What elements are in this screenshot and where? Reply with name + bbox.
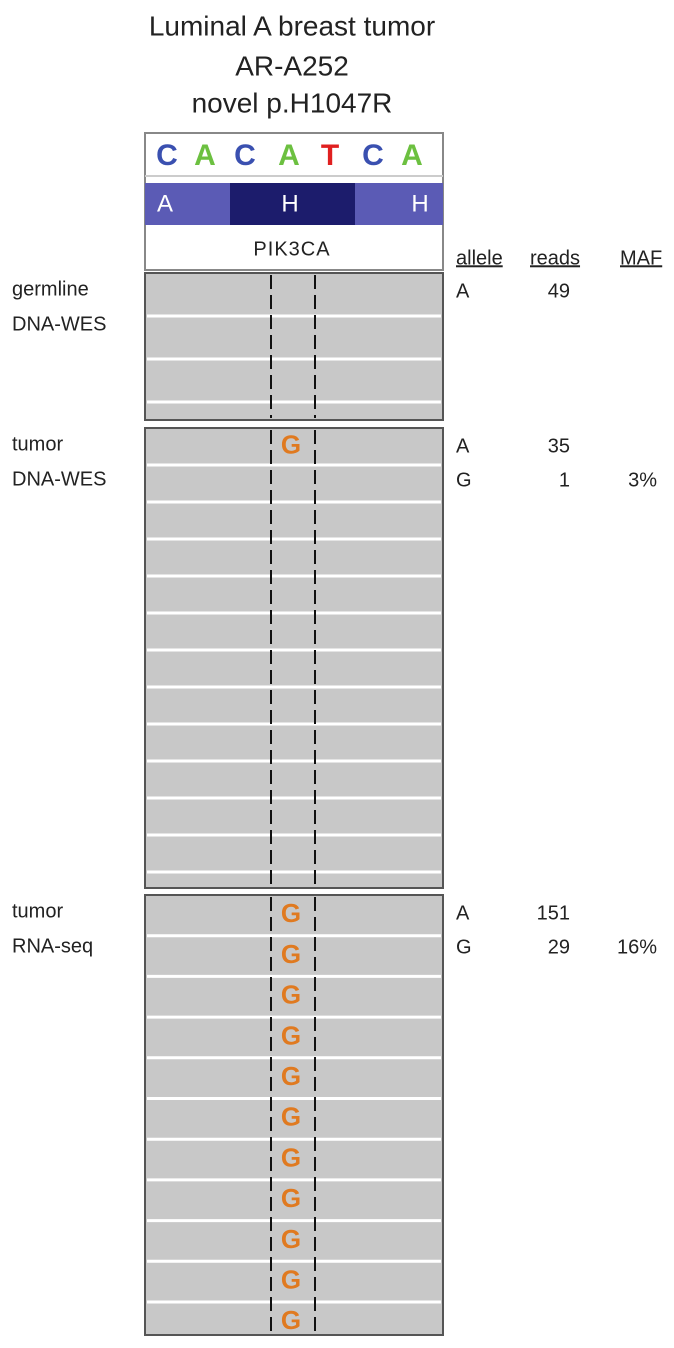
- title-line: novel p.H1047R: [192, 87, 393, 118]
- mismatch-base: G: [281, 429, 301, 459]
- base: C: [156, 139, 178, 172]
- allele: A: [456, 280, 470, 302]
- reads: 151: [537, 902, 570, 924]
- aa-block: [230, 183, 355, 225]
- mismatch-base: G: [281, 1142, 301, 1172]
- mismatch-base: G: [281, 939, 301, 969]
- base: T: [321, 139, 339, 172]
- base: A: [401, 139, 423, 172]
- mismatch-base: G: [281, 898, 301, 928]
- table-header: MAF: [620, 247, 662, 269]
- base: C: [362, 139, 384, 172]
- reads: 29: [548, 936, 570, 958]
- panel-label: tumor: [12, 433, 63, 455]
- base: C: [234, 139, 256, 172]
- mismatch-base: G: [281, 1061, 301, 1091]
- mismatch-base: G: [281, 1305, 301, 1335]
- mismatch-base: G: [281, 1102, 301, 1132]
- allele: A: [456, 902, 470, 924]
- read-panel: [144, 427, 444, 889]
- maf: 3%: [628, 469, 657, 491]
- gene-label: PIK3CA: [253, 238, 330, 260]
- reads: 49: [548, 280, 570, 302]
- reads: 1: [559, 469, 570, 491]
- table-header: reads: [530, 247, 580, 269]
- aa-block: [355, 183, 443, 225]
- panel-label: germline: [12, 278, 89, 300]
- mismatch-base: G: [281, 1020, 301, 1050]
- allele: G: [456, 469, 472, 491]
- reads: 35: [548, 435, 570, 457]
- panel-label: RNA-seq: [12, 935, 93, 957]
- amino-acid: A: [157, 190, 173, 217]
- amino-acid: H: [281, 190, 298, 217]
- allele: G: [456, 936, 472, 958]
- base: A: [278, 139, 300, 172]
- mismatch-base: G: [281, 1265, 301, 1295]
- panel-label: DNA-WES: [12, 313, 106, 335]
- maf: 16%: [617, 936, 657, 958]
- base: A: [194, 139, 216, 172]
- read-panel: [144, 272, 444, 421]
- title-line: AR-A252: [235, 50, 349, 81]
- mismatch-base: G: [281, 1183, 301, 1213]
- mismatch-base: G: [281, 980, 301, 1010]
- title-line: Luminal A breast tumor: [149, 10, 435, 41]
- table-header: allele: [456, 247, 503, 269]
- amino-acid: H: [411, 190, 428, 217]
- allele: A: [456, 435, 470, 457]
- aa-block: [145, 183, 230, 225]
- panel-label: tumor: [12, 900, 63, 922]
- mismatch-base: G: [281, 1224, 301, 1254]
- panel-label: DNA-WES: [12, 468, 106, 490]
